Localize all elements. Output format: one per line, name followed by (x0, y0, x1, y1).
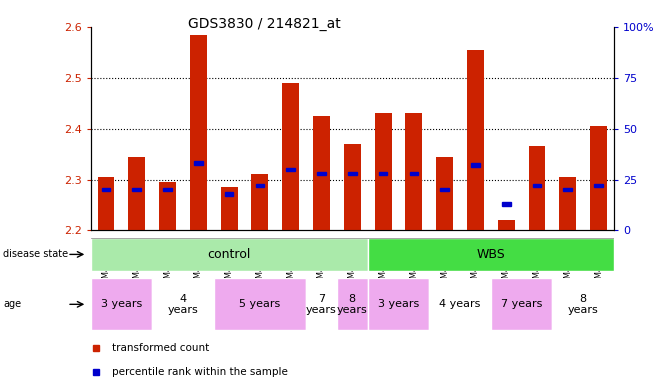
Bar (368, 278, 429, 330)
Bar (595, 184, 603, 187)
Bar (225, 192, 234, 195)
Bar (194, 161, 203, 165)
Text: transformed count: transformed count (111, 343, 209, 354)
Text: control: control (207, 248, 251, 261)
Bar (256, 184, 264, 187)
Text: 4
years: 4 years (168, 293, 199, 315)
Text: 3 years: 3 years (378, 299, 419, 310)
Text: WBS: WBS (476, 248, 505, 261)
Bar (564, 188, 572, 192)
Text: age: age (3, 299, 21, 310)
Bar (378, 172, 387, 175)
Bar (471, 164, 480, 167)
Bar (128, 157, 145, 230)
Bar (306, 278, 337, 330)
Bar (163, 188, 172, 192)
Bar (368, 238, 614, 271)
Bar (317, 172, 326, 175)
Bar (409, 172, 418, 175)
Bar (91, 278, 152, 330)
Bar (97, 177, 115, 230)
Bar (529, 146, 546, 230)
Bar (159, 182, 176, 230)
Text: GDS3830 / 214821_at: GDS3830 / 214821_at (188, 17, 341, 31)
Bar (440, 188, 449, 192)
Bar (374, 113, 392, 230)
Text: 4 years: 4 years (440, 299, 480, 310)
Bar (152, 278, 214, 330)
Bar (287, 167, 295, 171)
Text: disease state: disease state (3, 249, 68, 260)
Bar (429, 278, 491, 330)
Text: 8
years: 8 years (568, 293, 599, 315)
Bar (552, 278, 614, 330)
Text: 7 years: 7 years (501, 299, 542, 310)
Bar (190, 35, 207, 230)
Bar (282, 83, 299, 230)
Bar (491, 278, 552, 330)
Bar (132, 188, 141, 192)
Bar (348, 172, 356, 175)
Bar (252, 174, 268, 230)
Bar (313, 116, 330, 230)
Bar (498, 220, 515, 230)
Text: 7
years: 7 years (306, 293, 337, 315)
Text: 8
years: 8 years (337, 293, 368, 315)
Bar (560, 177, 576, 230)
Bar (533, 184, 541, 187)
Bar (214, 278, 306, 330)
Bar (436, 157, 453, 230)
Bar (590, 126, 607, 230)
Bar (467, 50, 484, 230)
Bar (221, 187, 238, 230)
Bar (502, 202, 511, 206)
Bar (102, 188, 110, 192)
Text: 3 years: 3 years (101, 299, 142, 310)
Bar (405, 113, 422, 230)
Bar (337, 278, 368, 330)
Bar (91, 238, 368, 271)
Text: 5 years: 5 years (240, 299, 280, 310)
Text: percentile rank within the sample: percentile rank within the sample (111, 367, 287, 377)
Bar (344, 144, 361, 230)
